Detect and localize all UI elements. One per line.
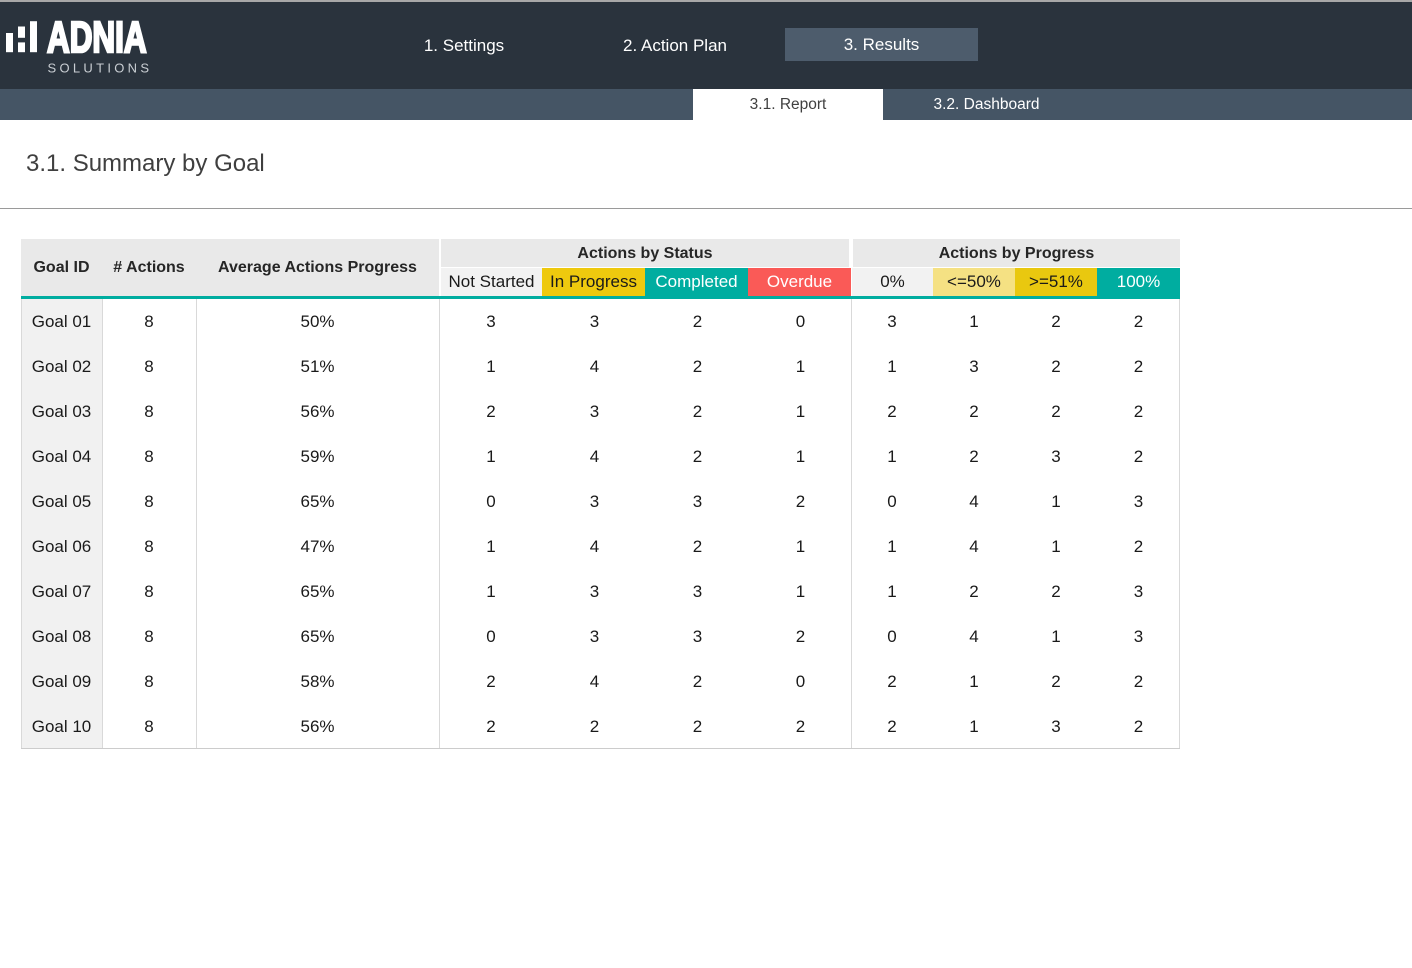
svg-text:SOLUTIONS: SOLUTIONS	[48, 60, 153, 75]
svg-text:ADNIA: ADNIA	[47, 15, 147, 63]
